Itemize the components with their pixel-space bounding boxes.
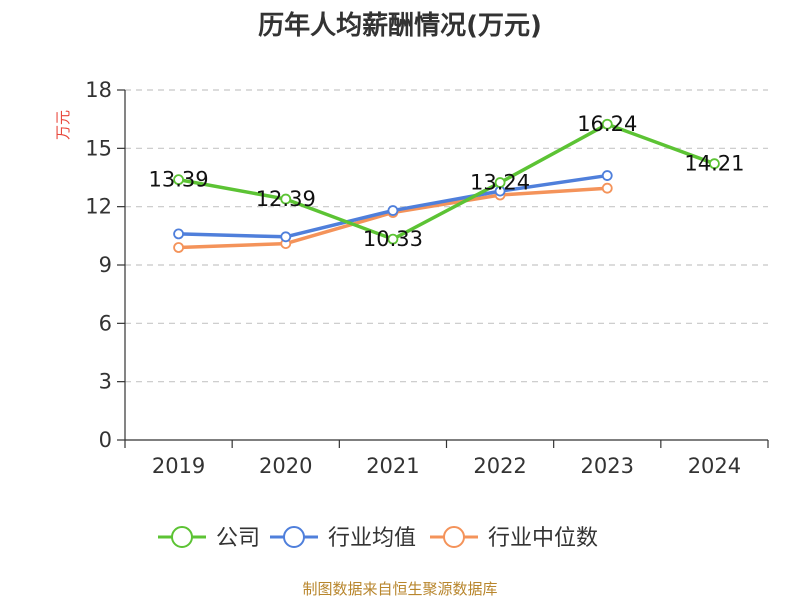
grid-lines xyxy=(125,89,768,383)
data-point[interactable] xyxy=(494,177,506,188)
series-2 xyxy=(173,170,613,243)
legend-label: 行业中位数 xyxy=(488,526,598,551)
y-axis-label: 万元 xyxy=(54,110,72,140)
source-note: 制图数据来自恒生聚源数据库 xyxy=(302,580,497,598)
legend-item[interactable]: 行业中位数 xyxy=(430,526,598,551)
data-point[interactable] xyxy=(280,231,292,243)
data-point[interactable] xyxy=(173,174,184,186)
y-tick-label: 12 xyxy=(85,195,112,219)
data-label: 13.24 xyxy=(470,171,530,195)
y-tick-label: 6 xyxy=(99,311,112,335)
y-tick-label: 3 xyxy=(99,370,112,394)
x-tick-label: 2024 xyxy=(688,454,741,478)
chart-title: 历年人均薪酬情况(万元) xyxy=(258,10,542,41)
legend-marker xyxy=(443,526,465,548)
legend[interactable]: 公司 行业均值 行业中位数 xyxy=(158,526,598,551)
x-tick-label: 2021 xyxy=(366,454,419,478)
data-point[interactable] xyxy=(387,205,399,216)
data-label: 10.33 xyxy=(363,227,423,251)
legend-item[interactable]: 行业均值 xyxy=(270,526,416,551)
data-labels: 13.39 12.39 10.33 13.24 16.24 14.21 xyxy=(149,112,745,251)
data-label: 13.39 xyxy=(149,168,209,192)
series-line xyxy=(178,122,716,241)
legend-marker xyxy=(283,526,305,548)
data-point[interactable] xyxy=(601,118,613,130)
data-point[interactable] xyxy=(173,242,184,253)
series-1 xyxy=(173,118,720,245)
data-point[interactable] xyxy=(709,158,720,170)
data-label: 12.39 xyxy=(256,187,316,211)
y-tick-label: 0 xyxy=(99,428,112,452)
y-tick-label: 15 xyxy=(85,136,112,160)
y-tick-label: 18 xyxy=(85,78,112,102)
y-tick-label: 9 xyxy=(99,253,112,277)
data-point[interactable] xyxy=(280,193,292,205)
x-tick-label: 2020 xyxy=(259,454,312,478)
axes: 0 3 6 9 12 15 18 2019 2020 2021 2022 2023 2024 xyxy=(85,78,769,478)
legend-label: 行业均值 xyxy=(328,526,416,551)
x-tick-label: 2023 xyxy=(581,454,634,478)
data-label: 16.24 xyxy=(577,112,637,136)
data-point[interactable] xyxy=(601,182,613,194)
data-point[interactable] xyxy=(601,170,613,181)
legend-label: 公司 xyxy=(216,526,260,551)
data-label: 14.21 xyxy=(684,152,744,176)
legend-marker xyxy=(171,526,193,548)
x-tick-label: 2019 xyxy=(152,454,205,478)
x-tick-label: 2022 xyxy=(473,454,526,478)
data-point[interactable] xyxy=(173,228,184,240)
legend-item[interactable]: 公司 xyxy=(158,526,260,551)
data-point[interactable] xyxy=(387,233,399,245)
series-lines xyxy=(173,118,720,253)
